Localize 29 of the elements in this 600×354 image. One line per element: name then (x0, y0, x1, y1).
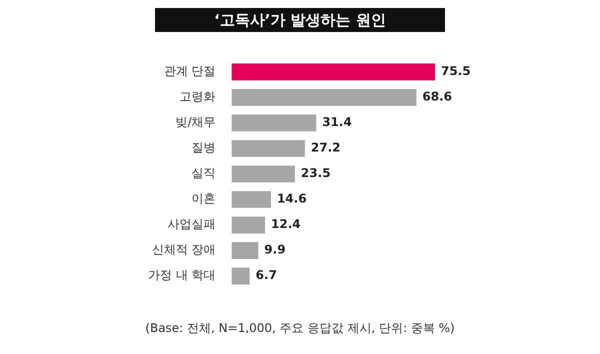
y-tick-label: 이혼 (192, 192, 216, 206)
y-tick-label: 가정 내 학대 (148, 268, 216, 282)
y-tick-label: 고령화 (180, 90, 216, 104)
data-label: 9.9 (264, 242, 286, 257)
chart-title: ‘고독사’가 발생하는 원인 (155, 8, 445, 32)
y-tick-label: 질병 (192, 140, 216, 155)
bar (232, 268, 250, 284)
bar (232, 216, 266, 234)
data-label: 68.6 (422, 90, 452, 104)
data-label: 75.5 (441, 64, 471, 78)
bar (232, 140, 305, 157)
bar (232, 191, 271, 208)
bar (232, 114, 316, 132)
data-label: 23.5 (300, 166, 331, 180)
y-tick-label: 신체적 장애 (152, 242, 216, 257)
bar (232, 89, 416, 106)
data-label: 31.4 (322, 115, 352, 130)
bar (232, 242, 258, 259)
y-tick-label: 실직 (192, 166, 216, 180)
bar (232, 64, 435, 80)
y-tick-label: 빚/채무 (176, 115, 216, 130)
bar (232, 166, 295, 182)
y-tick-label: 사업실패 (168, 217, 216, 232)
y-tick-label: 관계 단절 (164, 64, 216, 78)
text: (Base: 전체, N=1,000, 주요 응답값 제시, 단위: 중복 %) (144, 320, 456, 337)
data-label: 14.6 (276, 192, 307, 206)
data-label: 12.4 (271, 217, 301, 232)
data-label: 6.7 (256, 268, 277, 282)
data-label: 27.2 (310, 140, 341, 155)
